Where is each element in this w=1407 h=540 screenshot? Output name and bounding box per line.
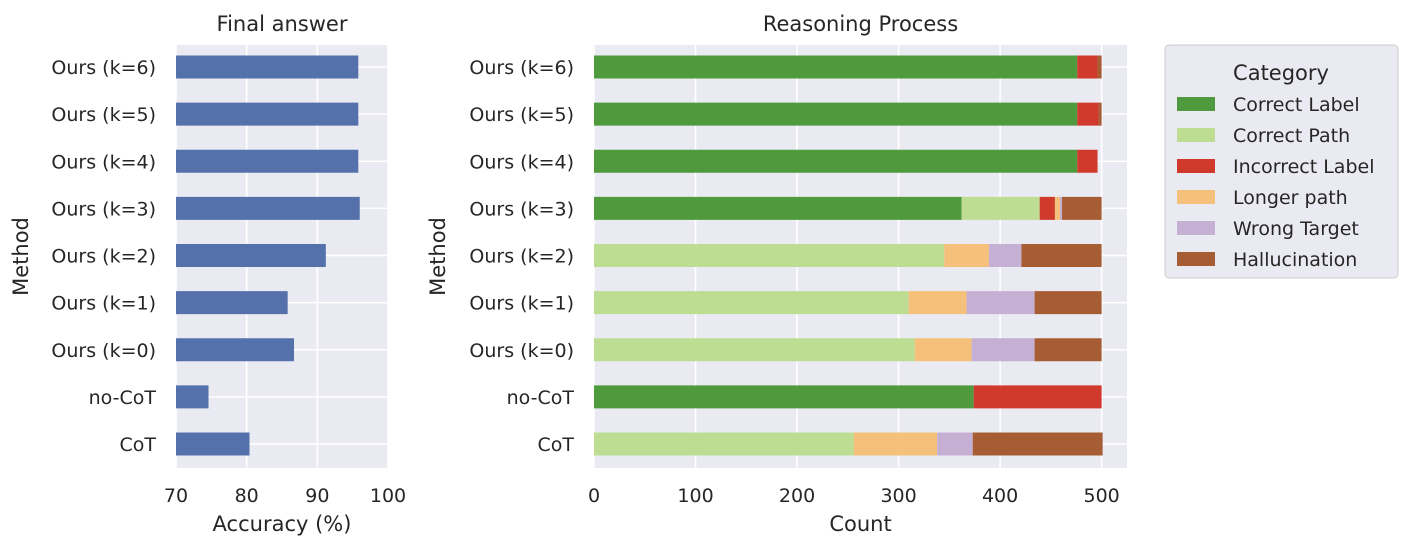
reasoning-process-y-tick-label: Ours (k=5) xyxy=(469,104,574,126)
reasoning-process-bar-segment xyxy=(594,196,962,220)
reasoning-process-bar-segment xyxy=(1054,196,1060,220)
final-answer-y-tick-label: no-CoT xyxy=(89,387,157,409)
legend: Category Correct Label Correct Path Incorre… xyxy=(1164,44,1399,279)
legend-swatch xyxy=(1177,128,1215,142)
legend-item-label: Incorrect Label xyxy=(1233,156,1374,178)
legend-swatch xyxy=(1177,221,1215,235)
final-answer-y-tick-label: Ours (k=4) xyxy=(51,151,156,173)
final-answer-bar xyxy=(176,291,288,315)
reasoning-process-x-tick-label: 0 xyxy=(588,485,600,507)
final-answer-y-tick-label: Ours (k=2) xyxy=(51,246,156,268)
reasoning-process-bar-segment xyxy=(1098,102,1102,126)
reasoning-process-bar-segment xyxy=(594,55,1078,79)
reasoning-process-bar-segment xyxy=(944,244,989,267)
reasoning-process-x-tick-label: 500 xyxy=(1083,485,1119,507)
legend-item-label: Hallucination xyxy=(1233,249,1357,271)
legend-item-label: Wrong Target xyxy=(1233,218,1359,240)
reasoning-process-bar-segment xyxy=(1062,196,1102,220)
reasoning-process-y-tick-label: no-CoT xyxy=(507,387,575,409)
reasoning-process-bar-segment xyxy=(972,432,1103,456)
reasoning-process-bar-segment xyxy=(1077,55,1098,79)
reasoning-process-bar-segment xyxy=(594,432,854,456)
final-answer-title: Final answer xyxy=(217,12,348,36)
reasoning-process-title: Reasoning Process xyxy=(763,12,958,36)
reasoning-process-x-axis-label: Count xyxy=(829,512,891,536)
reasoning-process-bar-segment xyxy=(908,291,967,315)
reasoning-process-bar-segment xyxy=(594,385,974,409)
final-answer-bar xyxy=(176,432,250,456)
reasoning-process-bar-segment xyxy=(973,385,1102,409)
legend-swatch xyxy=(1177,252,1215,266)
final-answer-x-axis-label: Accuracy (%) xyxy=(213,512,352,536)
final-answer-y-tick-label: Ours (k=1) xyxy=(51,293,156,315)
reasoning-process-y-tick-label: CoT xyxy=(538,434,575,456)
reasoning-process-bar-segment xyxy=(853,432,938,456)
final-answer-bar xyxy=(176,385,209,409)
reasoning-process-bar-segment xyxy=(594,244,945,267)
reasoning-process-x-tick-label: 200 xyxy=(779,485,815,507)
reasoning-process-y-tick-label: Ours (k=4) xyxy=(469,151,574,173)
legend-item-label: Longer path xyxy=(1233,187,1348,209)
reasoning-process-bar-segment xyxy=(971,338,1035,362)
final-answer-bar xyxy=(176,196,360,220)
reasoning-process-bar-segment xyxy=(1097,55,1102,79)
reasoning-process-bar-segment xyxy=(914,338,972,362)
reasoning-process-x-tick-label: 100 xyxy=(677,485,713,507)
reasoning-process-bar-segment xyxy=(1059,196,1063,220)
legend-swatch xyxy=(1177,97,1215,111)
reasoning-process-y-tick-label: Ours (k=0) xyxy=(469,340,574,362)
final-answer-x-tick-label: 100 xyxy=(370,485,406,507)
reasoning-process-bar-segment xyxy=(1039,196,1055,220)
reasoning-process-bar-segment xyxy=(594,102,1078,126)
final-answer-bar xyxy=(176,55,359,79)
final-answer-chart: Ours (k=6) Ours (k=5) Ours (k=4) Ours (k=3)… xyxy=(9,12,406,536)
reasoning-process-y-axis-label: Method xyxy=(426,217,450,296)
final-answer-y-tick-label: Ours (k=0) xyxy=(51,340,156,362)
reasoning-process-y-tick-label: Ours (k=3) xyxy=(469,198,574,220)
reasoning-process-y-tick-label: Ours (k=6) xyxy=(469,57,574,79)
reasoning-process-bar-segment xyxy=(594,338,915,362)
reasoning-process-bar-segment xyxy=(1034,291,1102,315)
reasoning-process-bar-segment xyxy=(966,291,1035,315)
reasoning-process-bar-segment xyxy=(594,149,1078,173)
reasoning-process-bar-segment xyxy=(988,244,1022,267)
reasoning-process-bar-segment xyxy=(937,432,973,456)
final-answer-bar xyxy=(176,338,295,362)
reasoning-process-bar-segment xyxy=(1021,244,1102,267)
reasoning-process-x-tick-label: 300 xyxy=(880,485,916,507)
final-answer-y-tick-label: Ours (k=6) xyxy=(51,57,156,79)
reasoning-process-bar-segment xyxy=(1034,338,1102,362)
legend-swatch xyxy=(1177,159,1215,173)
reasoning-process-x-tick-label: 400 xyxy=(982,485,1018,507)
reasoning-process-y-tick-label: Ours (k=1) xyxy=(469,293,574,315)
reasoning-process-bar-segment xyxy=(1077,102,1099,126)
final-answer-y-tick-label: CoT xyxy=(120,434,157,456)
reasoning-process-chart: Ours (k=6) Ours (k=5) Ours (k=4) Ours (k=3)… xyxy=(426,12,1127,536)
reasoning-process-y-tick-label: Ours (k=2) xyxy=(469,246,574,268)
legend-box xyxy=(1164,44,1399,279)
final-answer-y-tick-label: Ours (k=5) xyxy=(51,104,156,126)
final-answer-x-tick-label: 90 xyxy=(305,485,329,507)
reasoning-process-bar-segment xyxy=(961,196,1040,220)
final-answer-y-axis-label: Method xyxy=(9,217,33,296)
final-answer-x-tick-label: 80 xyxy=(235,485,259,507)
final-answer-y-tick-label: Ours (k=3) xyxy=(51,198,156,220)
legend-item-label: Correct Path xyxy=(1233,125,1350,147)
reasoning-process-bar-segment xyxy=(1077,149,1098,173)
legend-swatch xyxy=(1177,190,1215,204)
final-answer-bar xyxy=(176,149,359,173)
legend-item-label: Correct Label xyxy=(1233,94,1360,116)
legend-title: Category xyxy=(1233,61,1329,85)
reasoning-process-bar-segment xyxy=(594,291,909,315)
final-answer-bar xyxy=(176,244,326,267)
final-answer-bar xyxy=(176,102,359,126)
final-answer-x-tick-label: 70 xyxy=(164,485,188,507)
